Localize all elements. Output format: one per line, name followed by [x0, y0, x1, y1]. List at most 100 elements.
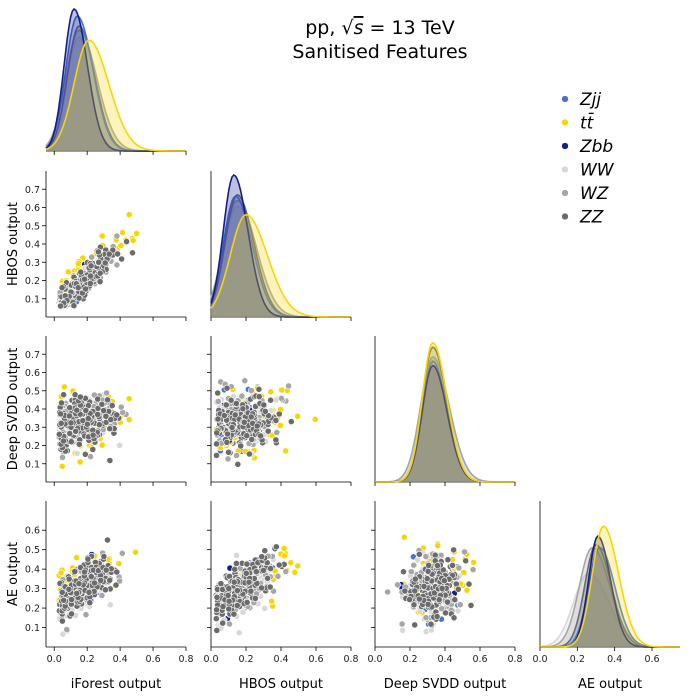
scatter-point-WW — [106, 601, 114, 609]
scatter-point-ZZ — [440, 577, 448, 585]
scatter-point-ZZ — [233, 602, 241, 609]
scatter-point-ZZ — [431, 551, 439, 559]
scatter-point-tt̄ — [400, 533, 408, 541]
scatter-point-ZZ — [104, 536, 111, 544]
y-tick-label: 0.1 — [25, 623, 40, 634]
x-tick-label: 0.0 — [532, 654, 547, 665]
scatter-point-ZZ — [75, 440, 83, 448]
kde-fill-tt̄ — [211, 214, 351, 317]
legend-label: ZZ — [579, 208, 604, 228]
y-tick-label: 0.6 — [25, 526, 40, 537]
y-tick-label: 0.3 — [25, 584, 40, 595]
scatter-panel-2-1 — [45, 171, 186, 318]
scatter-panel-4-2 — [210, 501, 351, 648]
scatter-point-ZZ — [58, 588, 66, 596]
scatter-point-WZ — [438, 605, 445, 612]
scatter-point-WZ — [285, 382, 292, 390]
legend-marker-WZ — [561, 189, 569, 197]
x-axis-col-3: 0.0 0.2 0.4 0.6 0.8 Deep SVDD output — [367, 482, 523, 692]
scatter-point-ZZ — [57, 410, 64, 418]
scatter-point-tt̄ — [117, 242, 125, 249]
scatter-panel-4-3 — [374, 501, 515, 648]
scatter-point-ZZ — [213, 606, 220, 614]
scatter-point-tt̄ — [73, 554, 80, 561]
scatter-point-WZ — [226, 620, 233, 628]
scatter-point-ZZ — [424, 601, 432, 608]
scatter-point-WZ — [384, 588, 391, 596]
scatter-point-ZZ — [71, 568, 79, 575]
scatter-point-ZZ — [240, 418, 248, 426]
scatter-point-ZZ — [94, 395, 102, 403]
kde-fill-WZ — [211, 200, 351, 317]
x-tick-label: 0.4 — [273, 654, 288, 665]
scatter-point-ZZ — [401, 587, 409, 595]
kde-fill-tt̄ — [46, 40, 186, 151]
kde-fill-WW — [46, 37, 186, 151]
scatter-point-ZZ — [76, 393, 84, 401]
kde-fill-Zjj — [375, 361, 515, 482]
scatter-point-ZZ — [258, 584, 265, 592]
y-tick-label: 0.5 — [25, 545, 40, 556]
scatter-point-ZZ — [239, 405, 247, 413]
scatter-point-ZZ — [411, 575, 419, 583]
scatter-point-ZZ — [243, 560, 251, 568]
x-tick-label: 0.6 — [472, 654, 487, 665]
scatter-point-ZZ — [89, 431, 97, 439]
y-tick-label: 0.1 — [25, 294, 40, 305]
x-axis-label: HBOS output — [239, 677, 323, 692]
scatter-point-ZZ — [101, 259, 109, 267]
scatter-point-ZZ — [223, 384, 231, 392]
scatter-point-WZ — [410, 561, 418, 569]
scatter-point-WZ — [469, 566, 477, 573]
scatter-point-ZZ — [248, 435, 256, 443]
scatter-point-ZZ — [228, 424, 236, 431]
scatter-point-ZZ — [68, 596, 75, 603]
scatter-point-WZ — [117, 403, 125, 411]
scatter-point-WZ — [274, 572, 282, 580]
scatter-point-tt̄ — [282, 447, 289, 455]
scatter-point-ZZ — [55, 430, 63, 438]
scatter-point-ZZ — [214, 389, 222, 397]
y-tick-label: 0.7 — [25, 185, 40, 196]
kde-panel-1 — [45, 7, 186, 152]
scatter-point-ZZ — [410, 601, 418, 609]
kde-fill-Zjj — [211, 196, 351, 317]
x-tick-label: 0.0 — [367, 654, 382, 665]
scatter-point-ZZ — [275, 410, 283, 418]
scatter-point-ZZ — [67, 438, 75, 446]
scatter-point-ZZ — [253, 422, 261, 430]
scatter-point-WW — [235, 629, 243, 637]
scatter-point-ZZ — [266, 583, 274, 591]
legend-marker-WW — [561, 165, 569, 174]
scatter-point-ZZ — [406, 596, 413, 603]
scatter-point-ZZ — [219, 603, 227, 610]
x-axis-col-2: 0.0 0.2 0.4 0.6 0.8 HBOS output — [203, 317, 359, 692]
scatter-point-WZ — [224, 455, 232, 463]
scatter-point-ZZ — [213, 429, 221, 437]
scatter-point-ZZ — [252, 568, 260, 576]
kde-fill-Zbb — [375, 365, 515, 482]
scatter-point-ZZ — [275, 561, 283, 569]
kde-fill-Zjj — [540, 547, 680, 647]
scatter-point-WZ — [456, 601, 464, 609]
scatter-point-WZ — [113, 232, 121, 240]
scatter-point-ZZ — [462, 557, 470, 565]
scatter-point-tt̄ — [133, 230, 140, 237]
scatter-point-ZZ — [75, 580, 83, 588]
scatter-point-WZ — [398, 620, 406, 628]
scatter-point-ZZ — [231, 565, 239, 573]
scatter-point-ZZ — [87, 262, 95, 270]
scatter-point-ZZ — [95, 421, 103, 429]
scatter-point-WZ — [422, 553, 430, 560]
scatter-point-ZZ — [98, 400, 106, 408]
scatter-point-ZZ — [444, 598, 451, 606]
scatter-point-ZZ — [86, 280, 94, 287]
x-axis-col-1: 0.0 0.2 0.4 0.6 0.8 iForest output — [47, 151, 194, 692]
kde-panel-2 — [210, 171, 351, 318]
scatter-point-ZZ — [94, 567, 102, 575]
scatter-point-ZZ — [59, 617, 66, 625]
scatter-point-tt̄ — [311, 415, 319, 423]
kde-fill-WZ — [46, 30, 186, 151]
scatter-point-tt̄ — [434, 542, 442, 550]
